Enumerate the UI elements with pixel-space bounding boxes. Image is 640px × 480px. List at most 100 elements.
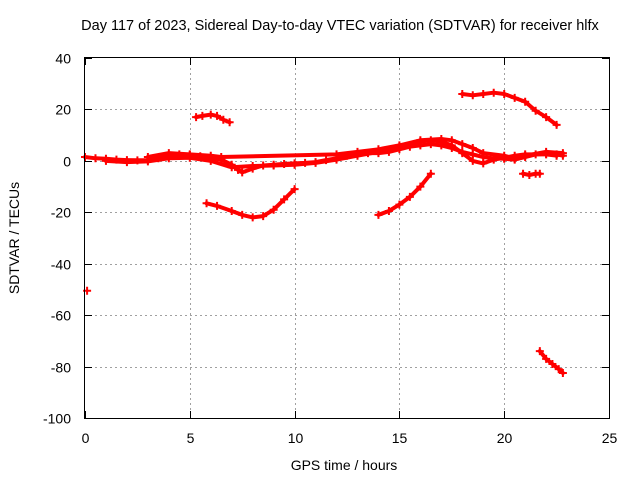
data-point-marker (548, 360, 557, 368)
data-point-marker (374, 210, 383, 219)
series-main-band-c (143, 135, 567, 163)
data-point-marker (280, 195, 289, 204)
series-band (376, 171, 433, 217)
data-point-marker (213, 111, 222, 120)
data-point-marker (91, 154, 100, 163)
series-upper-arc (458, 88, 561, 129)
data-point-marker (269, 205, 278, 214)
series-dip-arc (202, 185, 299, 222)
series-descending-tail (535, 347, 567, 377)
data-point-marker (489, 88, 498, 97)
data-point-marker (405, 192, 414, 201)
data-point-marker (479, 149, 488, 158)
y-tick-label: 20 (55, 102, 71, 118)
data-point-marker (542, 113, 551, 122)
data-point-marker (531, 106, 540, 115)
data-point-marker (510, 93, 519, 102)
data-point-marker (558, 369, 567, 377)
series-neg-five-segment (519, 169, 544, 179)
data-point-marker (468, 156, 477, 165)
plot-frame (84, 57, 610, 419)
data-point-marker (269, 161, 278, 170)
data-point-marker (238, 168, 247, 177)
data-point-marker (535, 347, 544, 356)
data-point-marker (458, 90, 467, 98)
data-point-marker (192, 113, 201, 122)
data-point-marker (554, 365, 563, 374)
data-point-marker (353, 147, 362, 156)
data-point-marker (521, 97, 530, 106)
data-point-marker (489, 155, 498, 164)
data-point-marker (219, 115, 228, 124)
y-tick-label: -80 (51, 360, 71, 376)
data-point-marker (519, 169, 528, 178)
data-point-marker (213, 201, 222, 210)
data-point-marker (558, 149, 567, 158)
data-point-marker (458, 140, 467, 149)
series-rising-line (374, 169, 435, 219)
data-point-marker (143, 153, 152, 161)
data-point-marker (101, 156, 110, 165)
data-point-marker (468, 91, 477, 100)
series-band (204, 187, 297, 220)
data-point-marker (500, 90, 509, 98)
y-tick-label: 40 (55, 51, 71, 67)
data-point-marker (458, 149, 467, 158)
data-point-marker (395, 141, 404, 150)
data-point-marker (290, 160, 299, 169)
x-tick-label: 20 (497, 430, 513, 446)
chart-title: Day 117 of 2023, Sidereal Day-to-day VTE… (81, 18, 599, 34)
axis-ticks: 0 5 10 15 20 25 -100 -80 -60 -40 -20 0 20 40 (43, 51, 618, 447)
data-point-marker (217, 153, 226, 161)
x-tick-label: 10 (288, 430, 304, 446)
data-point-marker (447, 136, 456, 145)
x-tick-label: 5 (187, 430, 195, 446)
data-point-marker (500, 151, 509, 160)
data-point-marker (384, 207, 393, 215)
series-short-segment-19 (192, 110, 234, 127)
data-point-marker (332, 150, 341, 159)
y-tick-label: -100 (43, 411, 71, 427)
data-series-group (81, 88, 567, 377)
data-point-marker (259, 212, 268, 221)
data-point-marker (164, 149, 173, 158)
series-band (460, 90, 559, 127)
y-tick-label: -20 (51, 205, 71, 221)
data-point-marker (248, 162, 257, 170)
y-axis-label: SDTVAR / TECUs (6, 182, 22, 294)
data-point-marker (248, 213, 257, 222)
x-tick-label: 15 (392, 430, 408, 446)
data-point-marker (206, 151, 215, 160)
data-point-marker (225, 118, 234, 127)
data-point-marker (468, 144, 477, 152)
data-point-marker (525, 171, 534, 179)
y-tick-label: 0 (63, 154, 71, 170)
data-point-marker (416, 136, 425, 145)
data-point-marker (416, 182, 425, 191)
data-point-marker (437, 135, 446, 143)
data-point-marker (542, 354, 551, 363)
data-point-marker (198, 111, 207, 120)
data-point-marker (521, 151, 530, 160)
x-tick-label: 0 (82, 430, 90, 446)
data-point-marker (374, 145, 383, 154)
data-point-marker (479, 159, 488, 168)
data-point-marker (122, 158, 131, 167)
data-point-marker (479, 90, 488, 98)
data-point-marker (395, 200, 404, 209)
data-point-marker (426, 169, 435, 178)
data-point-marker (227, 207, 236, 215)
data-point-marker (185, 150, 194, 159)
data-point-marker (238, 210, 247, 219)
grid (85, 58, 609, 418)
data-point-marker (510, 154, 519, 163)
y-tick-label: -60 (51, 308, 71, 324)
data-point-marker (535, 169, 544, 178)
data-point-marker (552, 120, 561, 129)
data-point-marker (311, 158, 320, 167)
data-point-marker (202, 199, 211, 208)
y-tick-label: -40 (51, 257, 71, 273)
data-point-marker (206, 110, 215, 119)
x-axis-label: GPS time / hours (291, 457, 398, 473)
